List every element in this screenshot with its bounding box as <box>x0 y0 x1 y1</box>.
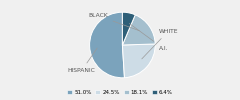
Text: A.I.: A.I. <box>129 24 168 51</box>
Wedge shape <box>122 12 135 45</box>
Text: BLACK: BLACK <box>88 13 139 31</box>
Wedge shape <box>90 12 125 78</box>
Text: WHITE: WHITE <box>142 29 178 59</box>
Wedge shape <box>122 44 155 78</box>
Wedge shape <box>122 15 155 45</box>
Text: HISPANIC: HISPANIC <box>68 48 97 73</box>
Legend: 51.0%, 24.5%, 18.1%, 6.4%: 51.0%, 24.5%, 18.1%, 6.4% <box>65 88 175 97</box>
